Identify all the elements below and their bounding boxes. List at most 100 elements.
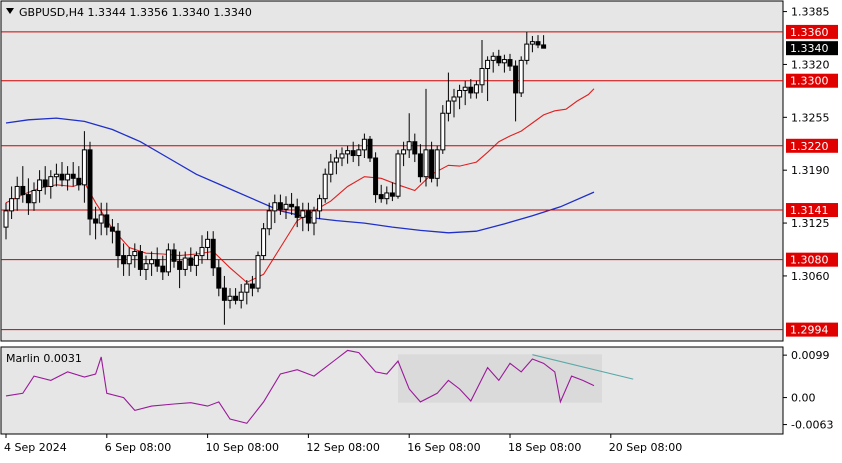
candle-body: [507, 59, 513, 67]
candle-body: [440, 112, 446, 151]
candle-body: [20, 185, 26, 196]
candle-body: [143, 263, 149, 270]
candle-body: [339, 153, 345, 159]
candle-body: [473, 84, 479, 94]
price-tick-label: 1.3320: [791, 58, 830, 71]
candle-body: [485, 59, 491, 70]
candle-body: [317, 198, 323, 212]
price-tick-label: 1.3190: [791, 164, 830, 177]
candle-body: [221, 287, 227, 301]
candle-body: [289, 203, 295, 208]
level-label: 1.3300: [790, 75, 829, 88]
horizontal-levels[interactable]: 1.3360 1.3300 1.3220 1.3141 1.3080 1.2994 1.33…: [1, 24, 838, 337]
candle-body: [104, 214, 110, 228]
marlin-tick-label: 0.0099: [791, 349, 830, 362]
candle-body: [188, 257, 194, 266]
candle-body: [457, 89, 463, 98]
candle-body: [468, 86, 474, 94]
price-tick-label: 1.3060: [791, 270, 830, 283]
candle-body: [132, 251, 138, 257]
marlin-plot-frame[interactable]: [0, 346, 784, 435]
candle-body: [87, 149, 93, 220]
candle-body: [14, 185, 20, 200]
candle-body: [31, 190, 37, 204]
candle-body: [541, 44, 547, 49]
candle-body: [126, 255, 132, 265]
candle-body: [199, 246, 205, 257]
candle-body: [373, 157, 379, 196]
candle-body: [59, 173, 65, 181]
level-tag: [786, 138, 838, 153]
time-tick-label: 20 Sep 08:00: [609, 441, 682, 454]
candle-body: [9, 198, 15, 212]
marlin-tick-label: -0.0063: [791, 419, 833, 432]
candle-body: [109, 226, 115, 232]
candle-body: [417, 153, 423, 178]
candle-body: [395, 153, 401, 197]
candle-body: [193, 255, 199, 266]
price-tick-label: 1.3255: [791, 111, 830, 124]
level-label: 1.2994: [790, 324, 829, 337]
candle-body: [401, 149, 407, 155]
candle-body: [350, 150, 356, 157]
candle-body: [238, 291, 244, 301]
candle-body: [182, 257, 188, 270]
level-tag: [786, 73, 838, 88]
candle-body: [322, 173, 328, 200]
dropdown-triangle-icon[interactable]: [6, 8, 14, 14]
candle-body: [210, 238, 216, 269]
candle-body: [518, 59, 524, 94]
candle-body: [76, 177, 82, 186]
level-label: 1.3141: [790, 204, 829, 217]
candle-body: [25, 194, 31, 204]
candle-body: [81, 149, 87, 186]
candle-body: [93, 218, 99, 224]
candle-body: [149, 259, 155, 265]
slow-ma-line: [5, 117, 595, 234]
candle-body: [37, 179, 43, 192]
candle-body: [378, 194, 384, 200]
candle-body: [255, 255, 261, 289]
candle-body: [429, 149, 435, 179]
candle-body: [345, 150, 351, 155]
time-axis: 4 Sep 2024 6 Sep 08:00 10 Sep 08:00 12 Sep …: [4, 434, 682, 454]
candle-body: [412, 141, 418, 155]
marlin-label: Marlin 0.0031: [6, 352, 82, 365]
candle-body: [283, 203, 289, 210]
current-price-label: 1.3340: [790, 42, 829, 55]
candle-body: [406, 141, 412, 151]
candle-body: [70, 173, 76, 179]
candle-body: [389, 192, 395, 197]
level-tag: [786, 322, 838, 337]
price-plot-frame[interactable]: [0, 0, 784, 342]
level-label: 1.3360: [790, 26, 829, 39]
candle-body: [535, 41, 541, 46]
candle-body: [53, 173, 59, 178]
candle-body: [294, 206, 300, 218]
time-tick-label: 6 Sep 08:00: [105, 441, 171, 454]
current-price-tag: [786, 41, 838, 56]
candle-body: [513, 65, 519, 94]
candle-body: [356, 149, 362, 157]
candle-body: [423, 149, 429, 178]
candle-body: [261, 228, 267, 257]
candle-body: [529, 41, 535, 45]
price-tick-label: 1.3385: [791, 6, 830, 19]
level-label: 1.3220: [790, 140, 829, 153]
candle-body: [244, 283, 250, 293]
candle-body: [177, 260, 183, 270]
candle-body: [277, 202, 283, 210]
candle-body: [171, 249, 177, 262]
candle-body: [216, 267, 222, 289]
price-tick-label: 1.3125: [791, 217, 830, 230]
time-tick-label: 16 Sep 08:00: [407, 441, 480, 454]
level-tag: [786, 24, 838, 39]
candle-body: [249, 283, 255, 289]
candle-body: [367, 138, 373, 159]
candle-body: [300, 210, 306, 218]
time-tick-label: 12 Sep 08:00: [306, 441, 379, 454]
candle-body: [48, 176, 54, 187]
candle-body: [451, 96, 457, 102]
